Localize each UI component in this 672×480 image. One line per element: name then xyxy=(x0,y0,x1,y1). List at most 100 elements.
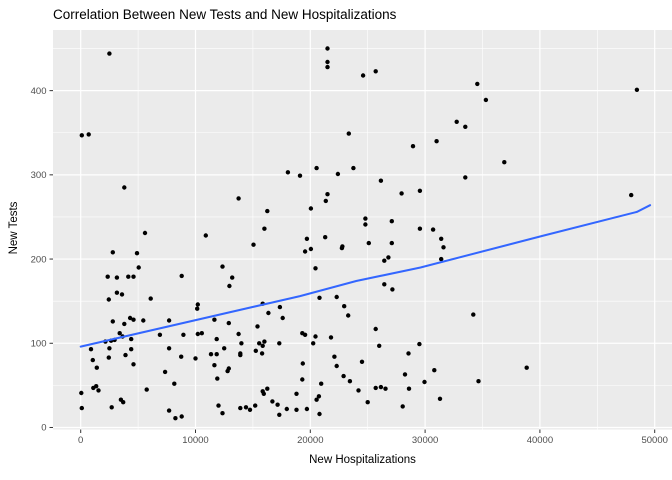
data-point xyxy=(266,310,271,316)
data-point xyxy=(117,331,122,336)
data-point xyxy=(79,390,84,396)
data-point xyxy=(314,165,319,171)
data-point xyxy=(166,318,172,323)
data-point xyxy=(109,405,114,410)
data-point xyxy=(110,319,116,324)
data-point xyxy=(107,51,112,56)
data-point xyxy=(236,196,241,201)
data-point xyxy=(127,315,133,321)
data-point xyxy=(129,336,134,342)
data-point xyxy=(172,381,177,386)
data-point xyxy=(131,317,136,322)
data-point xyxy=(222,346,227,351)
data-point xyxy=(260,343,265,348)
data-point xyxy=(253,403,258,408)
data-point xyxy=(226,320,231,326)
data-point xyxy=(439,256,444,262)
data-point xyxy=(304,236,310,241)
data-point xyxy=(316,394,322,399)
data-point xyxy=(284,406,289,412)
y-axis-title: New Tests xyxy=(8,201,20,255)
data-point xyxy=(277,412,282,417)
data-point xyxy=(79,133,85,138)
x-axis-title: New Hospitalizations xyxy=(309,454,416,466)
data-point xyxy=(346,313,351,318)
data-point xyxy=(294,407,299,412)
data-point xyxy=(302,332,308,337)
data-point xyxy=(106,297,112,302)
trend-line xyxy=(79,204,652,348)
data-point xyxy=(339,245,345,251)
data-point xyxy=(335,171,341,177)
data-point xyxy=(363,216,368,221)
data-point xyxy=(94,365,100,370)
data-point xyxy=(406,386,412,391)
data-point xyxy=(439,236,444,241)
data-point xyxy=(110,250,116,255)
data-point xyxy=(239,341,244,346)
data-point xyxy=(262,226,267,231)
data-point xyxy=(261,391,266,396)
data-point xyxy=(208,352,214,357)
data-point xyxy=(434,139,439,144)
data-point xyxy=(259,351,265,356)
data-point xyxy=(96,388,101,393)
data-point xyxy=(373,326,378,332)
data-point xyxy=(212,317,217,322)
data-point xyxy=(476,379,481,384)
data-point xyxy=(141,318,146,323)
data-point xyxy=(294,391,299,396)
data-point xyxy=(390,287,395,292)
data-point xyxy=(304,406,310,412)
data-point xyxy=(157,332,163,337)
data-point xyxy=(106,355,112,360)
data-point xyxy=(417,188,423,193)
data-point xyxy=(475,81,480,87)
data-point xyxy=(629,192,634,198)
data-point xyxy=(193,356,198,361)
data-point xyxy=(314,397,319,402)
data-point xyxy=(179,414,184,419)
data-point xyxy=(238,405,243,411)
data-point xyxy=(265,208,270,214)
plot-panel xyxy=(53,30,672,430)
data-point xyxy=(302,249,308,254)
data-point xyxy=(323,198,328,204)
data-point xyxy=(359,359,365,364)
data-point xyxy=(215,376,220,381)
data-point xyxy=(236,331,241,337)
data-point xyxy=(142,230,148,236)
data-point xyxy=(90,357,96,363)
data-point xyxy=(360,73,366,78)
data-point xyxy=(238,352,243,358)
data-point xyxy=(199,331,204,336)
data-point xyxy=(399,191,404,196)
data-point xyxy=(123,352,128,358)
data-point xyxy=(483,97,489,103)
data-point xyxy=(275,402,280,407)
data-point xyxy=(225,368,230,374)
data-point xyxy=(417,226,423,231)
x-tick-label: 0 xyxy=(78,435,83,446)
data-point xyxy=(402,372,408,377)
data-point xyxy=(214,336,219,342)
data-point xyxy=(251,242,256,247)
data-point xyxy=(347,379,353,384)
x-tick-label: 10000 xyxy=(182,435,208,446)
data-point xyxy=(454,119,459,125)
data-point xyxy=(366,240,371,246)
data-point xyxy=(227,283,232,289)
data-point xyxy=(119,292,125,297)
data-point xyxy=(148,296,153,301)
data-point xyxy=(86,132,91,137)
data-point xyxy=(247,407,253,412)
data-point xyxy=(285,170,291,175)
data-point xyxy=(212,363,217,368)
y-tick-label: 400 xyxy=(31,86,47,97)
data-point xyxy=(179,354,184,359)
data-point xyxy=(195,331,200,337)
x-tick-label: 50000 xyxy=(641,435,667,446)
data-point xyxy=(144,387,149,392)
data-point xyxy=(365,400,370,405)
data-point xyxy=(313,334,318,339)
